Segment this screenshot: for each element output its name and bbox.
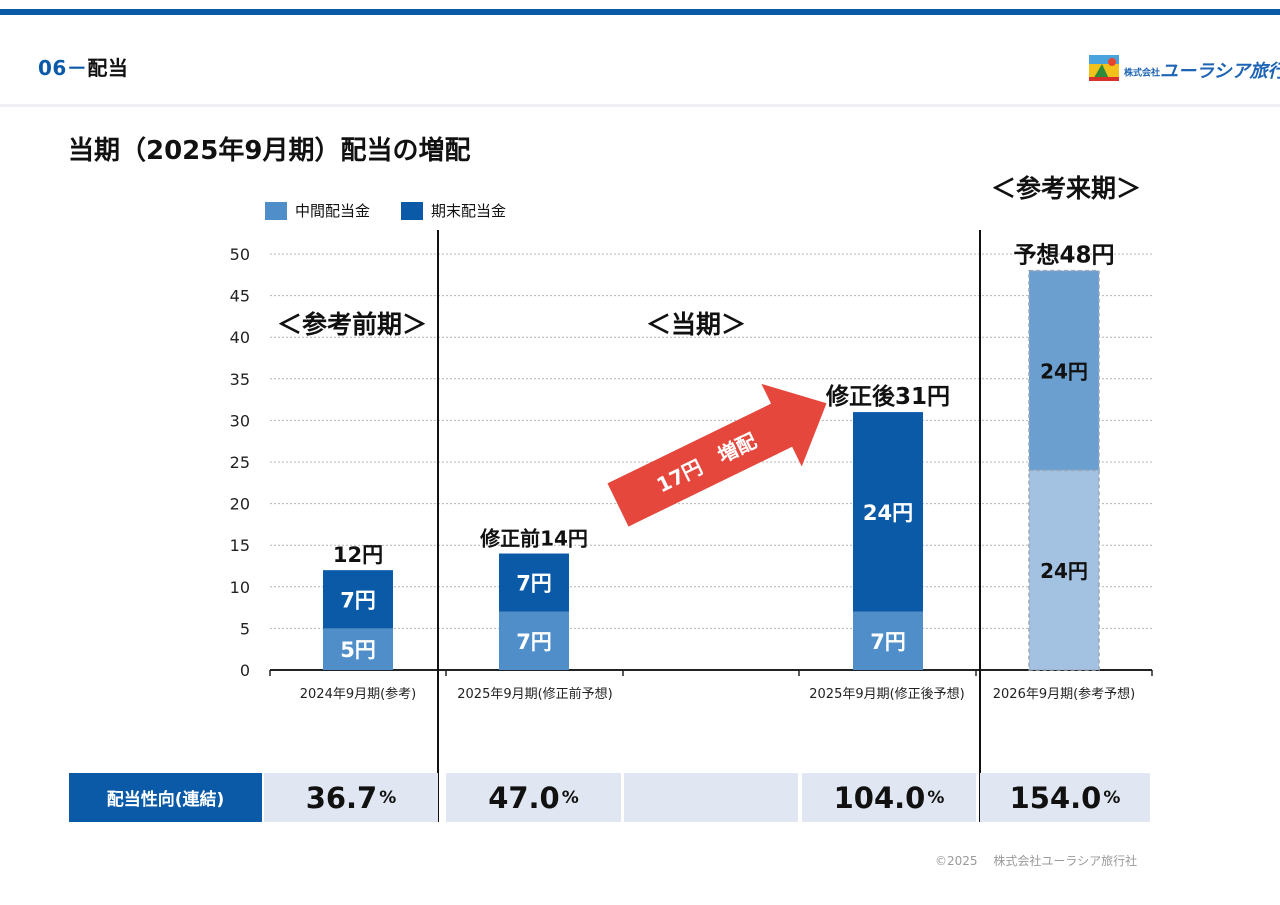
x-tick-label: 2025年9月期(修正前予想) — [457, 686, 613, 702]
payout-ratio-cell: 36.7% — [264, 773, 438, 822]
bar-label-final: 24円 — [1040, 359, 1088, 383]
top-accent-bar — [0, 9, 1280, 15]
bar-label-interim: 24円 — [1040, 559, 1088, 583]
x-tick-label: 2025年9月期(修正後予想) — [809, 686, 965, 702]
bar-interim — [323, 628, 393, 670]
period-label-previous: ＜参考前期＞ — [277, 310, 427, 339]
y-tick-label: 30 — [230, 411, 250, 430]
section-dash: － — [66, 56, 88, 80]
y-tick-label: 5 — [240, 619, 250, 638]
period-label-next: ＜参考来期＞ — [991, 174, 1141, 203]
y-tick-label: 50 — [230, 245, 250, 264]
bar-label-final: 24円 — [863, 501, 913, 525]
x-tick-label: 2024年9月期(参考) — [300, 686, 417, 702]
section-heading: 06－配当 — [38, 52, 128, 81]
payout-ratio-cell-empty — [624, 773, 798, 822]
legend-label-interim: 中間配当金 — [295, 202, 371, 220]
legend-item-final: 期末配当金 — [401, 200, 506, 221]
payout-ratio-label: 配当性向(連結) — [69, 773, 262, 822]
y-tick-label: 45 — [230, 287, 250, 306]
y-tick-label: 20 — [230, 495, 250, 514]
y-tick-label: 0 — [240, 661, 250, 680]
section-number: 06 — [38, 56, 67, 80]
y-tick-label: 25 — [230, 453, 250, 472]
legend-label-final: 期末配当金 — [431, 202, 507, 220]
legend-swatch-final — [401, 201, 423, 220]
legend-item-interim: 中間配当金 — [265, 200, 370, 221]
bar-interim — [853, 611, 923, 670]
y-tick-label: 35 — [230, 370, 250, 389]
bar-label-interim: 5円 — [340, 638, 376, 662]
company-logo: 株式会社ユーラシア旅行社 — [1088, 52, 1280, 86]
copyright: ©2025 株式会社ユーラシア旅行社 — [935, 854, 1138, 868]
logo-text: 株式会社ユーラシア旅行社 — [1124, 61, 1280, 82]
x-tick-label: 2026年9月期(参考予想) — [993, 686, 1136, 702]
y-tick-label: 10 — [230, 578, 250, 597]
bar-final — [323, 570, 393, 629]
legend-swatch-interim — [265, 201, 287, 220]
bar-total-label: 修正後31円 — [825, 383, 950, 410]
bar-total-label: 12円 — [333, 543, 383, 567]
y-tick-label: 40 — [230, 328, 250, 347]
bar-label-interim: 7円 — [516, 630, 552, 654]
section-name: 配当 — [87, 56, 129, 80]
bar-final — [1028, 269, 1100, 472]
bar-label-interim: 7円 — [870, 630, 906, 654]
bar-final — [499, 553, 569, 612]
bar-interim — [499, 611, 569, 670]
header-divider — [0, 104, 1280, 107]
bar-label-final: 7円 — [516, 572, 552, 596]
bar-total-label: 予想48円 — [1013, 243, 1114, 269]
period-label-current: ＜当期＞ — [646, 310, 746, 339]
bar-label-final: 7円 — [340, 588, 376, 612]
increase-arrow: 17円 増配 — [607, 383, 827, 527]
bar-total-label: 修正前14円 — [479, 527, 588, 551]
logo-emblem-icon — [1089, 55, 1119, 81]
arrow-shape — [607, 383, 827, 527]
payout-ratio-cell: 104.0% — [802, 773, 976, 822]
bar-final — [853, 412, 923, 612]
payout-ratio-cell: 154.0% — [980, 773, 1150, 822]
payout-ratio-cell: 47.0% — [446, 773, 621, 822]
page-title: 当期（2025年9月期）配当の増配 — [68, 136, 471, 166]
y-tick-label: 15 — [230, 536, 250, 555]
